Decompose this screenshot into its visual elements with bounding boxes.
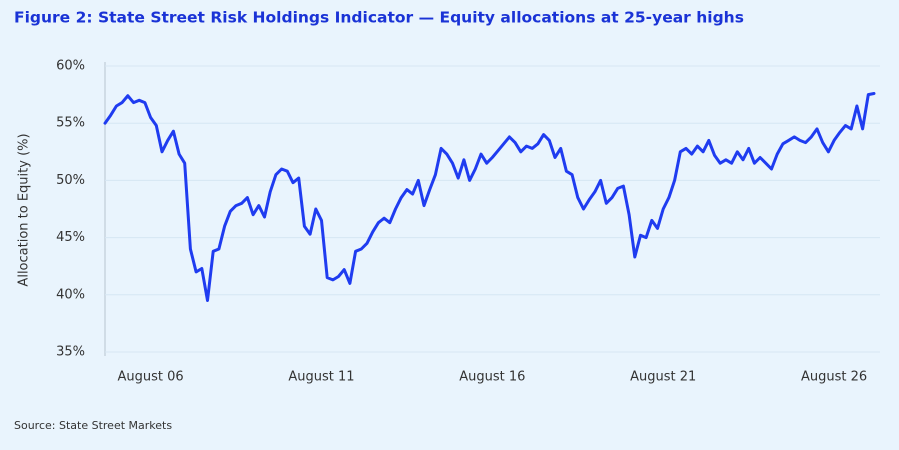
x-tick-label: August 06 [117,370,183,385]
x-tick-label: August 21 [630,370,696,385]
x-tick-label: August 16 [459,370,525,385]
x-tick-label: August 11 [288,370,354,385]
y-tick-label: 60% [56,59,85,74]
y-tick-label: 45% [56,230,85,245]
series-line [103,92,876,302]
y-tick-label: 35% [56,345,85,360]
chart-title: Figure 2: State Street Risk Holdings Ind… [14,9,744,27]
y-tick-label: 50% [56,173,85,188]
y-tick-label: 55% [56,116,85,131]
x-tick-label: August 26 [801,370,867,385]
source: Source: State Street Markets [14,419,172,432]
y-axis-label: Allocation to Equity (%) [17,133,32,286]
y-tick-label: 40% [56,287,85,302]
